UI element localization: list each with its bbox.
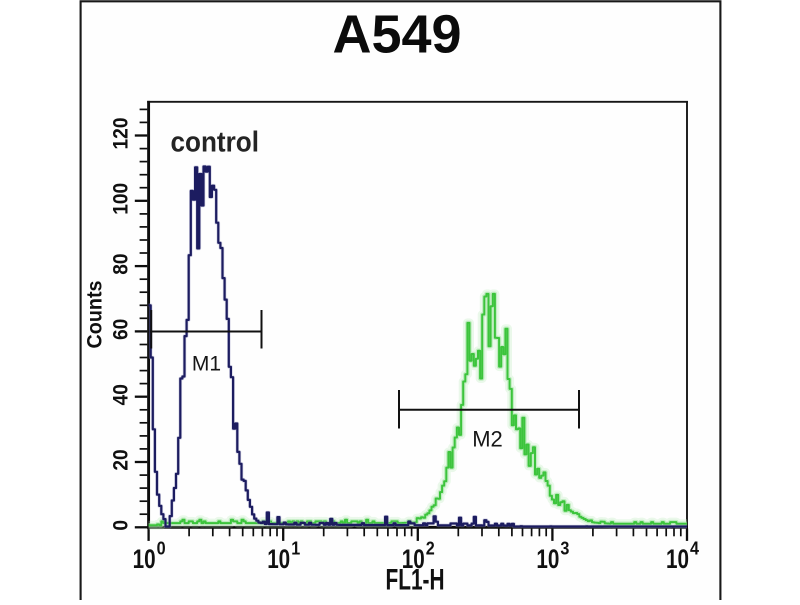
svg-text:Counts: Counts [84, 281, 107, 349]
svg-text:M2: M2 [472, 427, 503, 452]
svg-text:control: control [171, 127, 260, 159]
svg-text:60: 60 [108, 319, 132, 340]
svg-text:1: 1 [291, 539, 300, 559]
svg-text:2: 2 [426, 539, 435, 559]
svg-text:80: 80 [108, 253, 132, 274]
svg-text:A549: A549 [332, 5, 461, 65]
svg-text:3: 3 [560, 539, 569, 559]
svg-text:20: 20 [108, 449, 132, 470]
svg-text:0: 0 [108, 520, 132, 531]
svg-text:10: 10 [666, 544, 689, 574]
svg-text:120: 120 [108, 117, 132, 149]
svg-text:M1: M1 [192, 353, 221, 376]
svg-text:40: 40 [108, 384, 132, 405]
svg-text:10: 10 [536, 544, 559, 574]
svg-text:10: 10 [133, 544, 156, 574]
svg-text:0: 0 [157, 539, 166, 559]
svg-text:10: 10 [402, 544, 425, 574]
svg-text:4: 4 [690, 539, 699, 559]
svg-text:FL1-H: FL1-H [386, 564, 445, 597]
svg-text:10: 10 [267, 544, 290, 574]
svg-text:100: 100 [108, 183, 132, 215]
